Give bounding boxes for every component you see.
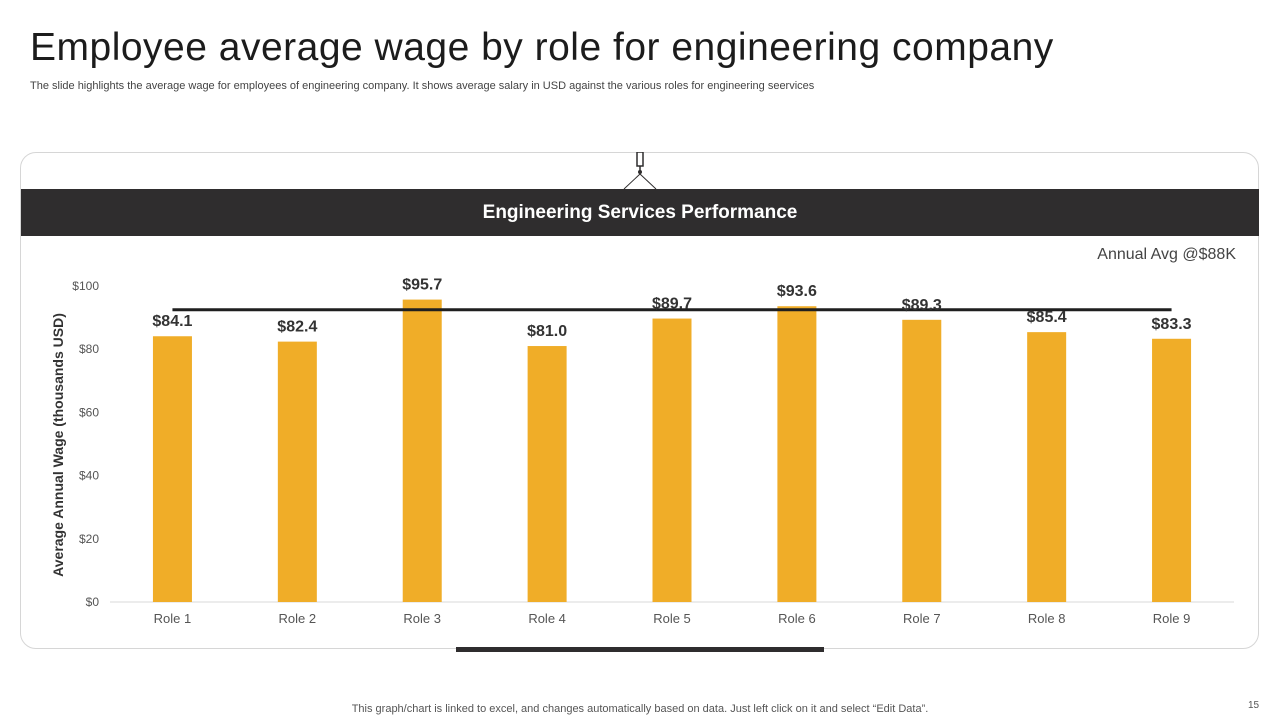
bar — [902, 319, 942, 602]
x-tick-label: Role 1 — [154, 611, 192, 626]
slide-title: Employee average wage by role for engine… — [30, 26, 1054, 69]
bar — [152, 336, 192, 602]
y-tick-label: $20 — [79, 532, 99, 546]
x-tick-label: Role 2 — [279, 611, 317, 626]
y-tick-label: $60 — [79, 405, 99, 419]
bar — [277, 341, 317, 602]
bar — [652, 318, 692, 602]
bar — [402, 299, 442, 602]
y-tick-label: $0 — [86, 595, 100, 609]
data-label: $93.6 — [777, 283, 817, 300]
data-label: $89.3 — [902, 297, 942, 314]
bar — [777, 306, 817, 602]
chart-title-banner: Engineering Services Performance — [21, 189, 1259, 236]
page-number: 15 — [1248, 700, 1260, 711]
data-label: $85.4 — [1027, 309, 1067, 326]
y-tick-label: $40 — [79, 469, 99, 483]
data-label: $84.1 — [152, 313, 192, 330]
data-label: $82.4 — [277, 319, 317, 336]
data-label: $95.7 — [402, 277, 442, 294]
x-tick-label: Role 3 — [403, 611, 441, 626]
card-bottom-accent — [456, 647, 824, 652]
bar — [1027, 332, 1067, 602]
x-tick-label: Role 8 — [1028, 611, 1066, 626]
data-label: $89.7 — [652, 296, 692, 313]
bar — [527, 346, 567, 602]
bar — [1152, 338, 1192, 602]
hanger-clip-icon — [623, 152, 657, 190]
y-tick-label: $100 — [72, 279, 99, 293]
y-axis-label: Average Annual Wage (thousands USD) — [50, 313, 66, 577]
y-tick-label: $80 — [79, 342, 99, 356]
x-tick-label: Role 7 — [903, 611, 941, 626]
slide-subtitle: The slide highlights the average wage fo… — [30, 80, 815, 92]
annual-average-label: Annual Avg @$88K — [1097, 246, 1236, 263]
data-label: $83.3 — [1152, 316, 1192, 333]
x-tick-label: Role 9 — [1153, 611, 1191, 626]
x-tick-label: Role 4 — [528, 611, 566, 626]
x-tick-label: Role 6 — [778, 611, 816, 626]
chart-title: Engineering Services Performance — [482, 201, 798, 223]
x-tick-label: Role 5 — [653, 611, 691, 626]
data-label: $81.0 — [527, 323, 567, 340]
footer-note: This graph/chart is linked to excel, and… — [351, 703, 929, 715]
